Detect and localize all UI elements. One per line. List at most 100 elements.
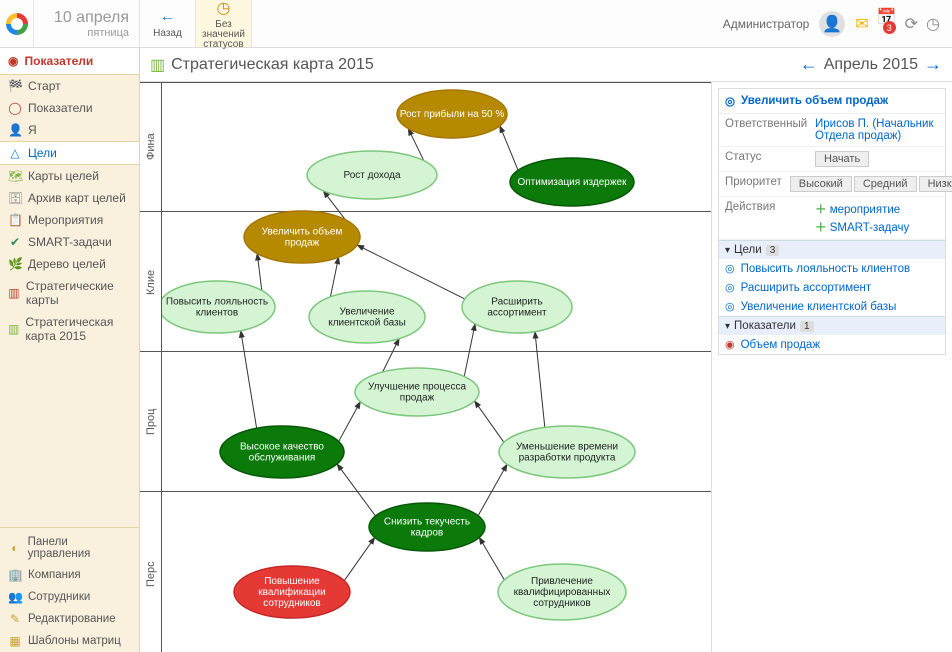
sidebar-item[interactable]: ▥Стратегическая карта 2015 bbox=[0, 311, 139, 347]
calendar-notif-icon[interactable]: 📅3 bbox=[877, 7, 897, 40]
nav-label: Сотрудники bbox=[28, 591, 90, 603]
goal-link[interactable]: ◎Расширить ассортимент bbox=[719, 278, 945, 297]
sidebar-item[interactable]: 🏢Компания bbox=[0, 564, 139, 586]
nav-icon: ◐ bbox=[8, 541, 22, 555]
diagram-node[interactable]: Рост дохода bbox=[307, 151, 437, 199]
action-add-link[interactable]: ＋ мероприятие bbox=[815, 201, 909, 217]
notif-badge: 3 bbox=[883, 21, 896, 34]
svg-text:Расширить: Расширить bbox=[491, 297, 542, 308]
sidebar-item[interactable]: ✎Редактирование bbox=[0, 608, 139, 630]
gauge-icon: ◷ bbox=[217, 0, 231, 18]
sidebar-item[interactable]: 👤Я bbox=[0, 119, 139, 141]
nav-label: Панели управления bbox=[28, 536, 131, 560]
content: ▥ Стратегическая карта 2015 ← Апрель 201… bbox=[140, 48, 952, 652]
edge bbox=[475, 401, 504, 442]
period-label: Апрель 2015 bbox=[824, 56, 918, 74]
period-next[interactable]: → bbox=[924, 54, 942, 75]
goals-count: 3 bbox=[766, 245, 780, 256]
kpi-section-head[interactable]: ▾ Показатели 1 bbox=[719, 316, 945, 335]
nav-label: Мероприятия bbox=[28, 213, 103, 227]
target-icon: ◎ bbox=[725, 262, 735, 275]
responsible-link[interactable]: Ирисов П. (Начальник Отдела продаж) bbox=[815, 118, 939, 142]
edge bbox=[337, 464, 375, 516]
diagram-node[interactable]: Повышениеквалификациисотрудников bbox=[234, 566, 350, 618]
chevron-down-icon: ▾ bbox=[725, 321, 730, 332]
edge bbox=[241, 331, 257, 429]
target-icon: ◎ bbox=[725, 281, 735, 294]
diagram-node[interactable]: Высокое качествообслуживания bbox=[220, 426, 344, 478]
nav-icon: 🗺 bbox=[8, 169, 22, 183]
priority-option[interactable]: Высокий bbox=[790, 176, 852, 192]
sidebar-item[interactable]: △Цели bbox=[0, 141, 139, 165]
sidebar: ◉ Показатели 🏁 Старт ◯Показатели👤Я△Цели🗺Ка… bbox=[0, 48, 140, 652]
strategy-diagram[interactable]: Рост прибыли на 50 % Рост дохода Оптимизац… bbox=[162, 82, 712, 652]
sidebar-item[interactable]: ◐ Панели управления bbox=[0, 532, 139, 564]
back-button[interactable]: ← Назад bbox=[140, 0, 196, 47]
diagram-node[interactable]: Привлечениеквалифицированныхсотрудников bbox=[498, 564, 626, 620]
priority-option[interactable]: Средний bbox=[854, 176, 917, 192]
strategy-map-icon: ▥ bbox=[150, 55, 165, 75]
svg-text:продаж: продаж bbox=[285, 238, 320, 249]
username: Администратор bbox=[723, 17, 810, 31]
edge bbox=[479, 537, 504, 579]
edge bbox=[478, 464, 507, 515]
nav-label: SMART-задачи bbox=[28, 235, 112, 249]
sidebar-item[interactable]: ▦Шаблоны матриц bbox=[0, 630, 139, 652]
diagram-node[interactable]: Уменьшение времениразработки продукта bbox=[499, 426, 635, 478]
nav-icon: ✔ bbox=[8, 235, 22, 249]
nav-icon: 🏁 bbox=[8, 79, 22, 93]
status-button[interactable]: ◷ Без значений статусов bbox=[196, 0, 252, 47]
diagram-node[interactable]: Повысить лояльностьклиентов bbox=[162, 281, 275, 333]
edge bbox=[339, 402, 361, 442]
nav-icon: 👤 bbox=[8, 123, 22, 137]
row-responsible: Ответственный Ирисов П. (Начальник Отдел… bbox=[719, 114, 945, 147]
nav-label: Архив карт целей bbox=[28, 191, 126, 205]
diagram-node[interactable]: Увеличить объемпродаж bbox=[244, 211, 360, 263]
nav-label: Цели bbox=[28, 146, 57, 160]
sidebar-header[interactable]: ◉ Показатели bbox=[0, 48, 139, 75]
sidebar-item[interactable]: ✔ SMART-задачи bbox=[0, 231, 139, 253]
diagram-node[interactable]: Улучшение процессапродаж bbox=[355, 368, 479, 416]
goal-link[interactable]: ◎Увеличение клиентской базы bbox=[719, 297, 945, 316]
goals-section-head[interactable]: ▾ Цели 3 bbox=[719, 240, 945, 259]
refresh-icon[interactable]: ⟳ bbox=[905, 14, 918, 34]
date-text: 10 апреля bbox=[54, 9, 129, 27]
svg-text:ассортимент: ассортимент bbox=[487, 308, 547, 319]
nav-icon: 📋 bbox=[8, 213, 22, 227]
svg-text:Привлечение: Привлечение bbox=[531, 576, 593, 587]
sidebar-item[interactable]: 👥Сотрудники bbox=[0, 586, 139, 608]
panel-title: ◎ Увеличить объем продаж bbox=[719, 89, 945, 114]
sidebar-item[interactable]: ◯Показатели bbox=[0, 97, 139, 119]
diagram-node[interactable]: Оптимизация издержек bbox=[510, 158, 634, 206]
kpi-link[interactable]: ◉Объем продаж bbox=[719, 335, 945, 354]
sidebar-item[interactable]: 📋 Мероприятия bbox=[0, 209, 139, 231]
clock-icon[interactable]: ◷ bbox=[926, 14, 940, 34]
svg-text:Оптимизация издержек: Оптимизация издержек bbox=[517, 177, 627, 188]
diagram-node[interactable]: Рост прибыли на 50 % bbox=[397, 90, 507, 138]
nav-label: Шаблоны матриц bbox=[28, 635, 121, 647]
sidebar-item[interactable]: 🌿Дерево целей bbox=[0, 253, 139, 275]
nav-label: Дерево целей bbox=[28, 257, 106, 271]
sidebar-item[interactable]: ▥Стратегические карты bbox=[0, 275, 139, 311]
svg-text:квалифицированных: квалифицированных bbox=[514, 586, 611, 598]
diagram-node[interactable]: Снизить текучестькадров bbox=[369, 503, 485, 551]
diagram-node[interactable]: Расширитьассортимент bbox=[462, 281, 572, 333]
period-selector: ← Апрель 2015 → bbox=[800, 54, 942, 75]
period-prev[interactable]: ← bbox=[800, 54, 818, 75]
sidebar-item[interactable]: 🏁 Старт bbox=[0, 75, 139, 97]
nav-label: Стратегические карты bbox=[26, 279, 131, 307]
goal-link[interactable]: ◎Повысить лояльность клиентов bbox=[719, 259, 945, 278]
nav-label: Старт bbox=[28, 79, 61, 93]
sidebar-item[interactable]: 🗄Архив карт целей bbox=[0, 187, 139, 209]
nav-label: Стратегическая карта 2015 bbox=[25, 315, 131, 343]
svg-text:Повысить лояльность: Повысить лояльность bbox=[166, 297, 268, 308]
sidebar-item[interactable]: 🗺Карты целей bbox=[0, 165, 139, 187]
avatar[interactable]: 👤 bbox=[819, 11, 845, 37]
mail-icon[interactable]: ✉ bbox=[855, 14, 868, 34]
page-header: ▥ Стратегическая карта 2015 ← Апрель 201… bbox=[140, 48, 952, 82]
row-actions: Действия ＋ мероприятие＋ SMART-задачу bbox=[719, 197, 945, 240]
priority-option[interactable]: Низкий bbox=[919, 176, 952, 192]
diagram-node[interactable]: Увеличениеклиентской базы bbox=[309, 291, 425, 343]
action-add-link[interactable]: ＋ SMART-задачу bbox=[815, 219, 909, 235]
status-pill[interactable]: Начать bbox=[815, 151, 869, 167]
